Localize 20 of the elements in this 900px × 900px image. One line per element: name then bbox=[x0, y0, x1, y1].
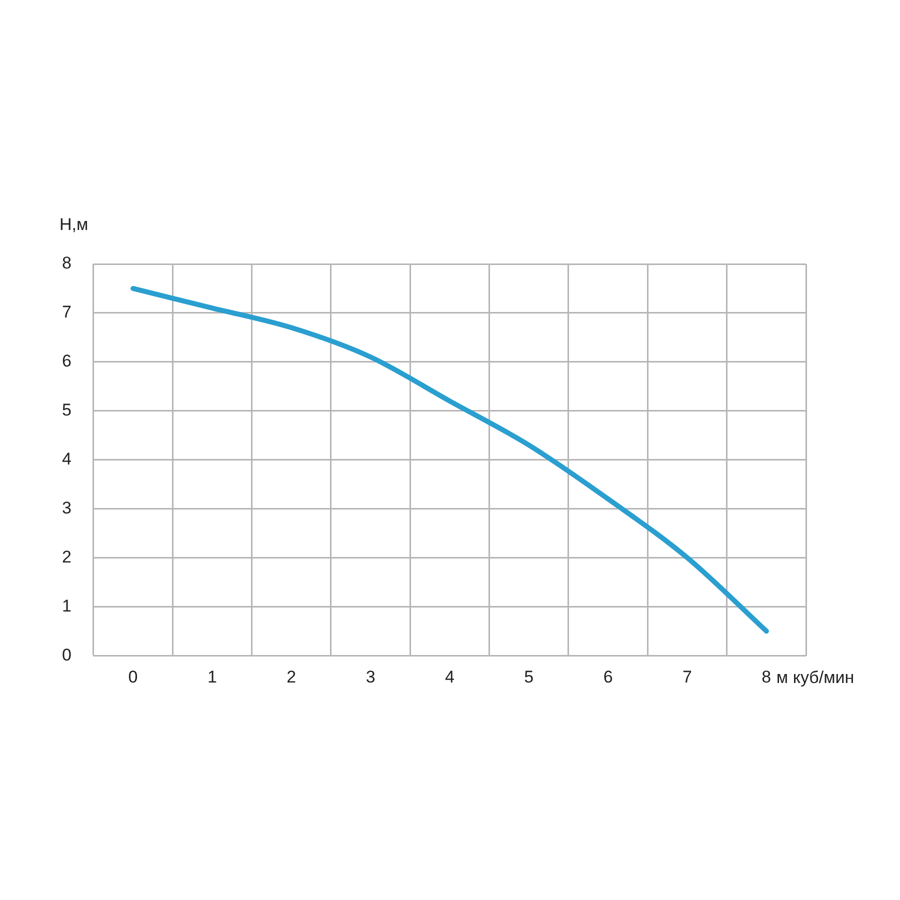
y-tick-label: 1 bbox=[62, 596, 72, 616]
x-axis-title: м куб/мин bbox=[776, 668, 854, 687]
y-tick-label: 5 bbox=[62, 400, 72, 420]
y-tick-label: 7 bbox=[62, 302, 72, 322]
x-tick-label: 0 bbox=[128, 667, 138, 686]
x-tick-label: 1 bbox=[207, 667, 217, 686]
x-tick-label: 5 bbox=[524, 667, 534, 686]
x-tick-label: 3 bbox=[366, 667, 376, 686]
x-tick-label: 8 bbox=[762, 667, 772, 686]
x-tick-label: 4 bbox=[444, 667, 454, 686]
y-tick-label: 8 bbox=[62, 254, 72, 273]
y-tick-label: 4 bbox=[62, 449, 72, 468]
y-tick-label: 2 bbox=[62, 547, 72, 566]
x-tick-label: 6 bbox=[603, 667, 613, 686]
y-axis-title: Н,м bbox=[59, 215, 88, 234]
y-tick-label: 0 bbox=[62, 645, 72, 664]
y-tick-label: 3 bbox=[62, 498, 72, 518]
x-tick-label: 2 bbox=[286, 667, 296, 686]
x-tick-label: 7 bbox=[682, 667, 692, 686]
y-tick-label: 6 bbox=[62, 352, 72, 371]
